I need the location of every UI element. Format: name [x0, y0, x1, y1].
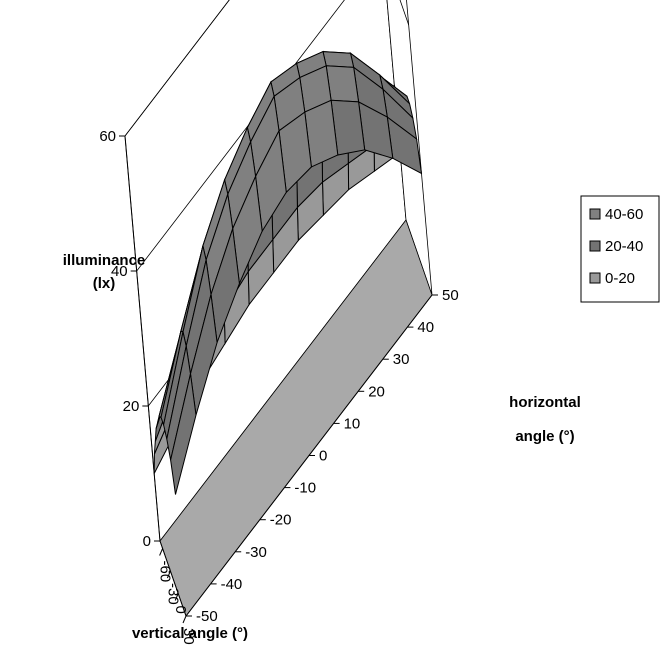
z-axis-line — [124, 135, 161, 542]
legend-swatch-0 — [589, 208, 601, 220]
gridline-z-3 — [124, 0, 230, 137]
z-axis-title-line1: illuminance — [63, 252, 146, 269]
y-tick-label-6: 10 — [344, 415, 361, 432]
y-tick-label-1: -40 — [221, 576, 243, 593]
z-axis-title-line2: (lx) — [93, 275, 116, 292]
legend-swatch-2 — [589, 272, 601, 284]
y-tick-label-10: 50 — [442, 287, 459, 304]
surface-mesh — [153, 50, 423, 495]
surface-cell-9-0 — [170, 373, 197, 495]
surface-cell-7-7 — [322, 51, 355, 68]
axes — [119, 135, 438, 624]
x-tick-mark-0 — [159, 548, 164, 556]
y-tick-label-8: 30 — [393, 351, 410, 368]
legend: 40-60 20-40 0-20 — [580, 195, 660, 303]
z-tick-label-1: 20 — [123, 398, 140, 415]
z-tick-label-3: 60 — [99, 128, 116, 145]
x-axis-line — [159, 540, 187, 617]
x-tick-label-2: 0 — [172, 606, 189, 614]
y-axis-title-line1: horizontal — [509, 394, 581, 411]
legend-label-2: 0-20 — [605, 270, 635, 287]
y-tick-label-5: 0 — [319, 448, 327, 465]
legend-swatch-1 — [589, 240, 601, 252]
x-tick-mark-3 — [182, 615, 187, 624]
gridline-z-2 — [136, 0, 410, 272]
x-tick-label-1: -30 — [164, 583, 181, 605]
z-tick-label-2: 40 — [111, 263, 128, 280]
y-tick-label-9: 40 — [417, 319, 434, 336]
y-tick-label-0: -50 — [196, 608, 218, 625]
z-tick-label-0: 0 — [143, 533, 151, 550]
y-tick-label-7: 20 — [368, 383, 385, 400]
y-tick-label-2: -30 — [245, 544, 267, 561]
legend-label-1: 20-40 — [605, 238, 643, 255]
x-tick-mark-2 — [174, 593, 179, 601]
tick-labels: 0204060-50-40-30-20-1001020304050-60-300… — [99, 128, 458, 645]
x-axis-title: vertical angle (°) — [132, 625, 248, 642]
x-tick-label-0: -60 — [157, 561, 174, 583]
y-tick-label-3: -20 — [270, 512, 292, 529]
x-tick-label-3: 30 — [180, 628, 197, 645]
x-tick-mark-1 — [166, 570, 171, 579]
legend-label-0: 40-60 — [605, 206, 643, 223]
y-tick-label-4: -10 — [294, 480, 316, 497]
y-axis-title-line2: angle (°) — [515, 428, 574, 445]
